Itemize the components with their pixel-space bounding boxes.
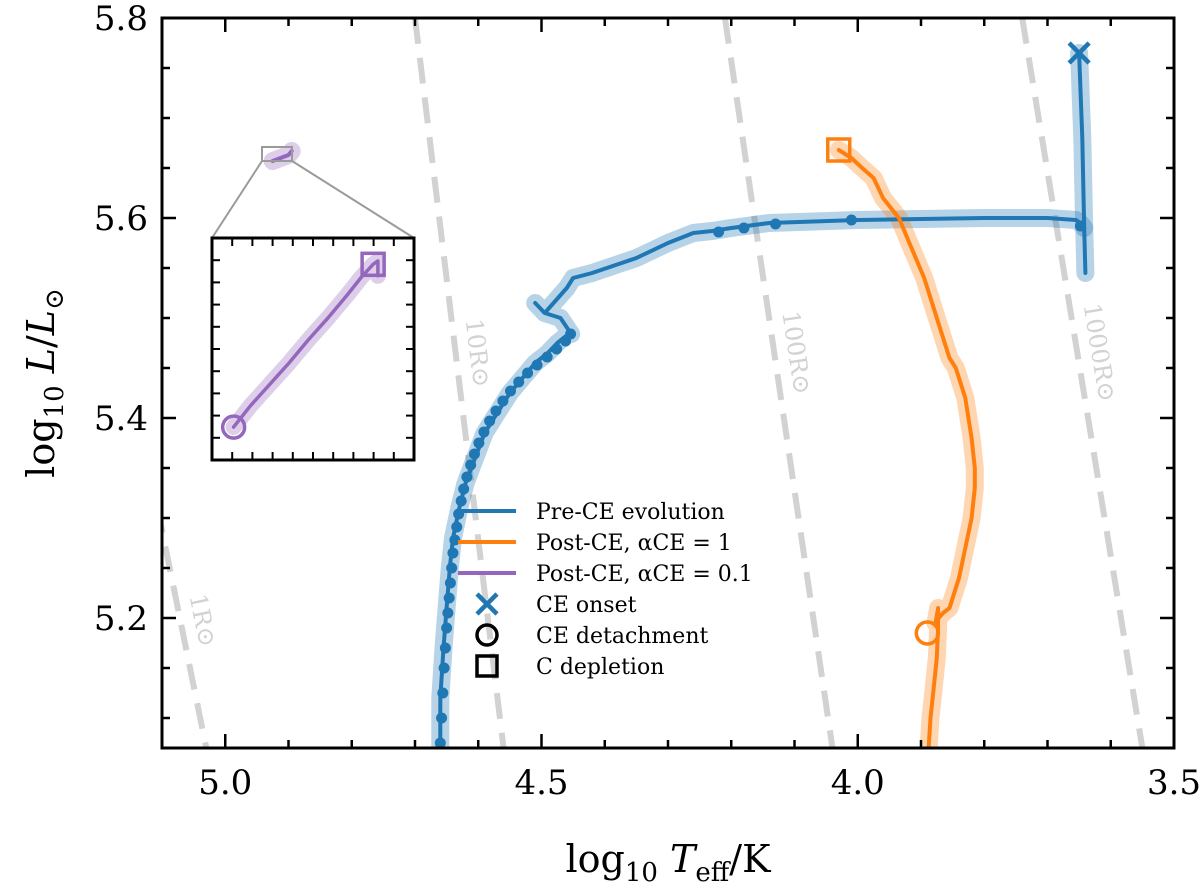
legend-post-ce-ce-1-label: Post-CE, αCE = 1 [536, 531, 732, 556]
y-tick-label: 5.4 [94, 399, 148, 439]
legend: Pre-CE evolution Post-CE, αCE = 1 Post-CE,… [458, 500, 753, 680]
pre-ce-dot [713, 226, 725, 238]
x-tick-label: 5.0 [198, 763, 252, 803]
radius-line-1r [162, 515, 210, 748]
x-tick-label: 4.5 [514, 763, 568, 803]
pre-ce-dot [490, 405, 502, 417]
marker-ce-detachment [914, 620, 941, 646]
pre-ce-dot [446, 562, 458, 574]
main-plot-area [162, 18, 1146, 748]
legend-pre-ce-evolution-label: Pre-CE evolution [536, 500, 725, 525]
legend-c-depletion-swatch [475, 654, 499, 678]
pre-ce-dot [458, 483, 470, 495]
y-tick-label: 5.2 [94, 599, 148, 639]
pre-ce-dot [441, 622, 453, 634]
pre-ce-dot [505, 385, 517, 397]
pre-ce-dot [473, 437, 485, 449]
pre-ce-dot [541, 351, 553, 363]
zoom-connector-left [211, 160, 263, 239]
pre-ce-dot [442, 607, 454, 619]
marker-c-depletion [826, 137, 852, 163]
inset-lines-layer [231, 259, 380, 429]
radius-label-1r: 1R⊙ [183, 591, 221, 649]
inset-marker-c-depletion [360, 251, 386, 278]
pre-ce-dot [436, 712, 448, 724]
marker-ce-onset [1067, 41, 1091, 65]
pre-ce-dot [434, 737, 446, 748]
inset-markers-layer [220, 251, 386, 440]
y-tick-label: 5.6 [94, 199, 148, 239]
series-line-post-ce-ce-1 [836, 148, 977, 748]
legend-ce-detachment-label: CE detachment [536, 624, 708, 649]
radius-line-1000r [1019, 18, 1146, 748]
pre-ce-dot [1074, 220, 1086, 232]
y-axis-title: log10 L/L⊙ [19, 288, 70, 478]
pre-ce-dot [443, 592, 455, 604]
pre-ce-dot [468, 448, 480, 460]
pre-ce-dot [439, 642, 451, 654]
pre-ce-dot [447, 547, 459, 559]
x-axis-title: log10 Teff/K [566, 837, 772, 888]
legend-ce-onset-label: CE onset [536, 593, 637, 618]
pre-ce-dot [565, 328, 577, 340]
legend-c-depletion-label: C depletion [536, 655, 664, 680]
axis-ticks [160, 16, 1176, 748]
zoom-connector-right [291, 160, 415, 239]
series-line-pre-ce-evolution-to-ce-onset [1077, 51, 1087, 230]
pre-ce-dot [845, 214, 857, 226]
legend-post-ce-ce-0-1-label: Post-CE, αCE = 0.1 [536, 562, 753, 587]
pre-ce-dot [444, 577, 456, 589]
pre-ce-dot [449, 534, 461, 546]
pre-ce-dot [437, 687, 449, 699]
inset-axis-ticks [212, 238, 414, 460]
pre-ce-dot [455, 495, 467, 507]
pre-ce-dot [484, 415, 496, 427]
zoom-region-box [261, 146, 293, 162]
radius-label-10r: 10R⊙ [460, 317, 496, 389]
pre-ce-dot [738, 222, 750, 234]
pre-ce-dot [478, 426, 490, 438]
pre-ce-dot [451, 521, 463, 533]
inset-line-post-ce-ce-0-1-zoom [231, 259, 380, 429]
radius-label-100r: 100R⊙ [776, 309, 816, 396]
radius-line-100r [721, 18, 836, 748]
pre-ce-dots-layer [434, 214, 1086, 748]
series-line-post-ce-ce-0-1 [270, 149, 294, 163]
pre-ce-dot [461, 471, 473, 483]
pre-ce-dot [465, 459, 477, 471]
pre-ce-dot [551, 343, 563, 355]
axis-tick-labels: 5.0 4.5 4.0 3.5 5.2 5.4 5.6 5.8 [94, 0, 1200, 803]
pre-ce-dot [497, 395, 509, 407]
y-tick-label: 5.8 [94, 0, 148, 39]
pre-ce-dot [438, 662, 450, 674]
inset-connector [211, 146, 415, 239]
pre-ce-dot [531, 359, 543, 371]
inset-plot-area [220, 251, 386, 440]
pre-ce-dot [522, 367, 534, 379]
x-tick-label: 3.5 [1147, 763, 1200, 803]
pre-ce-dot [513, 376, 525, 388]
pre-ce-dot [770, 218, 782, 230]
markers-layer [826, 41, 1091, 646]
inset-marker-ce-detachment [220, 414, 247, 440]
legend-ce-detachment-swatch [475, 623, 499, 647]
x-tick-label: 4.0 [831, 763, 885, 803]
legend-ce-onset-swatch [475, 592, 499, 616]
